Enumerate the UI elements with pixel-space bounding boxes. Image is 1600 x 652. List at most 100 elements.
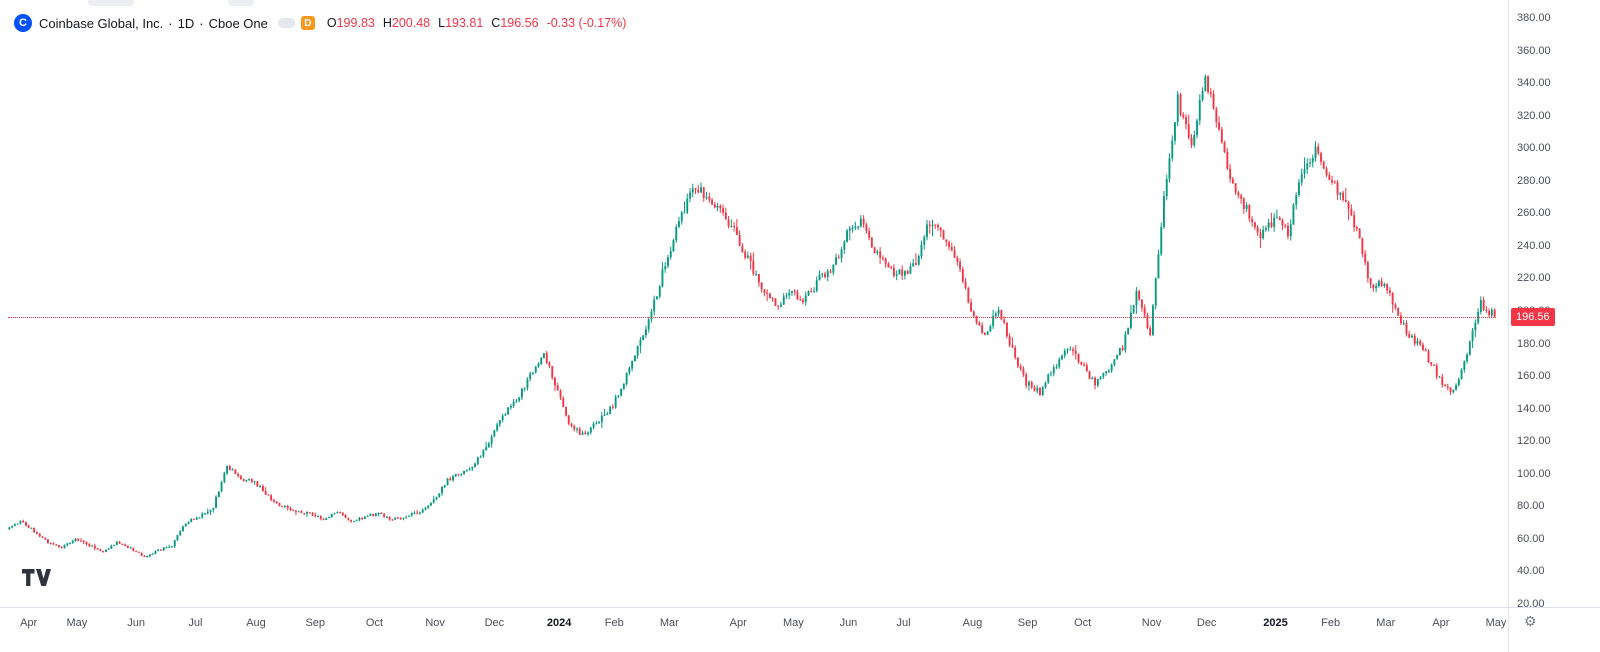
tradingview-logo-icon[interactable] — [22, 568, 54, 588]
candle-body — [1452, 389, 1455, 393]
candle-body — [386, 517, 388, 518]
candle-body — [730, 225, 733, 227]
candle-body — [964, 281, 967, 288]
settings-icon[interactable]: ⚙ — [1524, 613, 1537, 629]
candle-body — [1380, 280, 1383, 286]
candle-body — [854, 226, 857, 229]
candle-body — [1028, 382, 1030, 386]
price-tick: 360.00 — [1517, 44, 1551, 57]
candle-body — [85, 541, 88, 545]
candle-body — [476, 457, 479, 464]
candle-body — [611, 406, 614, 408]
candle-body — [782, 296, 785, 305]
symbol-title[interactable]: Coinbase Global, Inc. — [39, 15, 164, 31]
candle-body — [1298, 182, 1300, 195]
candle-body — [416, 512, 419, 514]
candle-body — [722, 208, 724, 213]
exchange-label[interactable]: Cboe One — [208, 15, 268, 31]
candle-body — [245, 480, 248, 482]
candle-body — [297, 511, 300, 513]
candle-body — [1259, 232, 1262, 239]
candle-body — [1074, 350, 1077, 354]
legend-separator: · — [168, 15, 173, 31]
candle-body — [463, 470, 465, 475]
candle-body — [182, 526, 184, 532]
candle-body — [647, 319, 650, 330]
interval-label[interactable]: 1D — [177, 15, 195, 31]
candle-body — [405, 516, 408, 518]
time-tick: Sep — [1017, 617, 1038, 629]
candle-body — [989, 326, 992, 332]
candle-body — [460, 474, 463, 476]
candle-body — [220, 482, 223, 492]
candle-body — [912, 263, 915, 267]
candle-body — [600, 415, 603, 423]
price-chart[interactable] — [0, 0, 1508, 607]
candle-body — [303, 513, 306, 514]
candle-body — [1295, 195, 1298, 205]
candle-body — [832, 264, 835, 273]
candle-body — [1141, 299, 1143, 308]
time-tick: Mar — [659, 617, 679, 629]
candle-body — [865, 224, 868, 231]
price-tick: 20.00 — [1517, 598, 1545, 610]
candle-body — [66, 543, 69, 546]
candle-body — [355, 520, 358, 522]
candle-body — [595, 423, 598, 425]
candle-body — [333, 513, 336, 515]
candle-body — [1121, 348, 1124, 351]
candle-body — [994, 313, 997, 316]
candle-body — [239, 476, 242, 480]
candle-body — [1270, 222, 1273, 227]
candle-body — [1231, 178, 1234, 184]
candle-body — [427, 505, 430, 508]
candle-body — [669, 251, 672, 258]
candle-body — [1110, 364, 1113, 371]
candle-body — [1369, 278, 1372, 285]
candle-body — [788, 292, 791, 296]
candle-body — [228, 466, 231, 471]
candle-body — [1033, 387, 1036, 392]
candle-body — [573, 426, 576, 430]
candle-body — [760, 282, 763, 290]
candle-body — [465, 470, 468, 472]
candle-body — [206, 511, 209, 514]
candle-body — [99, 549, 102, 551]
candle-body — [1165, 178, 1168, 197]
time-axis[interactable]: Apr May Jun Jul Aug Sep Oct Nov Dec 2024 Feb Mar Apr… — [0, 607, 1508, 652]
candle-body — [341, 512, 344, 516]
candle-body — [1336, 182, 1339, 195]
delayed-data-badge[interactable]: D — [300, 16, 315, 30]
candle-body — [1132, 305, 1135, 313]
candle-body — [939, 227, 942, 231]
candle-body — [548, 362, 551, 367]
candle-body — [151, 553, 154, 555]
candle-body — [1094, 377, 1096, 386]
candle-body — [694, 188, 697, 190]
candle-body — [33, 527, 36, 532]
candle-body — [457, 474, 460, 476]
candle-body — [350, 519, 352, 522]
open-label: O — [326, 16, 337, 30]
candle-body — [953, 250, 956, 258]
candle-body — [212, 507, 215, 510]
candle-body — [129, 547, 132, 549]
candle-body — [397, 517, 399, 519]
candle-body — [330, 514, 333, 517]
candle-body — [1309, 162, 1311, 164]
price-tick: 140.00 — [1517, 402, 1551, 415]
candle-body — [190, 518, 193, 523]
legend-toggle-pill[interactable] — [277, 18, 295, 28]
time-tick: Feb — [604, 617, 624, 629]
candle-body — [1306, 163, 1309, 170]
candle-body — [1435, 365, 1438, 377]
price-axis[interactable]: 380.00 360.00 340.00 320.00 300.00 280.00 260.… — [1508, 0, 1600, 610]
candle-body — [628, 368, 631, 373]
candle-body — [1378, 280, 1380, 286]
symbol-legend[interactable]: C Coinbase Global, Inc. · 1D · Cboe One … — [14, 14, 626, 32]
candle-body — [793, 291, 796, 293]
candle-body — [876, 251, 879, 254]
candle-body — [394, 517, 397, 520]
candle-body — [204, 513, 206, 515]
candle-body — [143, 555, 146, 557]
